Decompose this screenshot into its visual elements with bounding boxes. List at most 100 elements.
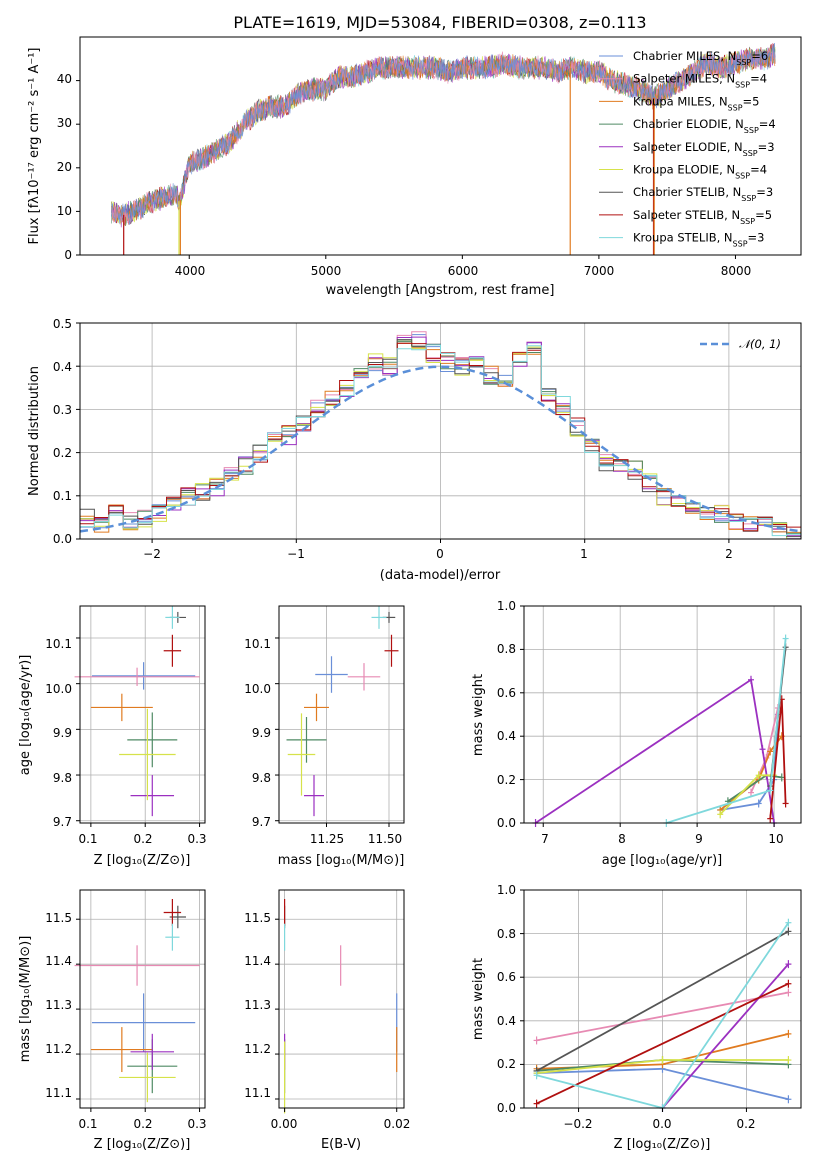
spectrum-x-tick: 8000 bbox=[721, 264, 752, 278]
spectrum-x-tick: 4000 bbox=[175, 264, 206, 278]
mw-age-y-tick: 0.4 bbox=[497, 729, 516, 743]
age-z-y-tick: 10.1 bbox=[45, 637, 72, 651]
histogram-x-tick: −1 bbox=[287, 547, 305, 561]
age-mass-y-tick: 10.0 bbox=[244, 682, 271, 696]
mass-z-y-tick: 11.4 bbox=[45, 954, 72, 968]
mw-z-y-tick: 0.2 bbox=[497, 1057, 516, 1071]
mass-ebv-x-tick: 0.00 bbox=[271, 1117, 298, 1131]
mass-ebv-y-tick: 11.5 bbox=[244, 911, 271, 925]
mw-z-y-tick: 0.6 bbox=[497, 970, 516, 984]
age-z-x-tick: 0.1 bbox=[78, 832, 97, 846]
mass-weight-z-frame bbox=[523, 889, 802, 1109]
spectrum-y-tick: 30 bbox=[57, 116, 72, 130]
histogram-y-tick: 0.2 bbox=[53, 446, 72, 460]
mass-z-y-tick: 11.1 bbox=[45, 1086, 72, 1100]
mass-z-y-tick: 11.5 bbox=[45, 911, 72, 925]
mass-z-plot-area bbox=[74, 890, 205, 1112]
legend-label: Kroupa ELODIE, NSSP=4 bbox=[633, 163, 767, 181]
age-z-y-tick: 9.7 bbox=[53, 815, 72, 829]
spectrum-y-tick: 0 bbox=[64, 248, 72, 262]
age-z-y-tick: 9.9 bbox=[53, 726, 72, 740]
mass-ebv-y-tick: 11.1 bbox=[244, 1086, 271, 1100]
histogram-x-tick: 2 bbox=[725, 547, 733, 561]
mass-ebv-panel: 0.00 0.02 11.1 11.2 11.3 11.4 11.5 E(B-V… bbox=[244, 889, 410, 1152]
mass-ebv-y-tick: 11.2 bbox=[244, 1042, 271, 1056]
histogram-frame bbox=[79, 322, 802, 540]
spectrum-x-label: wavelength [Angstrom, rest frame] bbox=[326, 283, 555, 298]
histogram-x-tick: −2 bbox=[143, 547, 161, 561]
mw-z-x-tick: 0.0 bbox=[652, 1117, 671, 1131]
mass-z-frame bbox=[79, 889, 206, 1109]
mw-z-y-tick: 1.0 bbox=[497, 883, 516, 897]
legend-label: Chabrier ELODIE, NSSP=4 bbox=[633, 117, 776, 135]
histogram-panel: −2 −1 0 1 2 0.0 0.1 0.2 0.3 0.4 0.5 (dat… bbox=[27, 317, 802, 583]
mass-z-x-tick: 0.2 bbox=[133, 1117, 152, 1131]
mass-ebv-y-tick: 11.4 bbox=[244, 954, 271, 968]
legend-label: Salpeter ELODIE, NSSP=3 bbox=[633, 140, 775, 158]
age-mass-y-tick: 9.7 bbox=[252, 815, 271, 829]
mw-z-y-label: mass weight bbox=[471, 958, 486, 1040]
mw-z-y-tick: 0.4 bbox=[497, 1014, 516, 1028]
age-z-frame bbox=[79, 605, 206, 824]
mw-age-x-label: age [log₁₀(age/yr)] bbox=[602, 853, 723, 868]
mw-age-y-tick: 0.0 bbox=[497, 816, 516, 830]
age-z-panel: 0.1 0.2 0.3 9.7 9.8 9.9 10.0 10.1 Z [log… bbox=[18, 605, 207, 868]
histogram-x-tick: 0 bbox=[436, 547, 444, 561]
mass-weight-series-line bbox=[666, 638, 787, 824]
histogram-y-label: Normed distribution bbox=[27, 366, 42, 496]
histogram-y-ticks: 0.0 0.1 0.2 0.3 0.4 0.5 bbox=[53, 317, 72, 546]
mass-weight-series-line bbox=[661, 963, 790, 1109]
age-mass-y-tick: 10.1 bbox=[244, 637, 271, 651]
mass-weight-age-panel: 7 8 9 10 0.0 0.2 0.4 0.6 0.8 1.0 age [lo… bbox=[471, 599, 802, 868]
age-mass-plot-area bbox=[275, 606, 404, 827]
mass-z-y-tick: 11.2 bbox=[45, 1042, 72, 1056]
spectrum-series-line bbox=[111, 42, 776, 225]
mass-weight-series-line bbox=[536, 982, 789, 1105]
histogram-series-step bbox=[80, 339, 801, 540]
age-z-y-tick: 10.0 bbox=[45, 682, 72, 696]
histogram-series-step bbox=[80, 342, 801, 532]
histogram-y-tick: 0.0 bbox=[53, 532, 72, 546]
mw-z-x-label: Z [log₁₀(Z/Z⊙)] bbox=[614, 1137, 711, 1152]
spectrum-x-tick: 7000 bbox=[584, 264, 615, 278]
mass-ebv-frame bbox=[278, 889, 405, 1109]
age-mass-x-label: mass [log₁₀(M/M⊙)] bbox=[278, 853, 405, 868]
histogram-x-label: (data-model)/error bbox=[380, 568, 501, 583]
histogram-x-tick: 1 bbox=[580, 547, 588, 561]
spectrum-y-tick: 10 bbox=[57, 204, 72, 218]
normal-curve bbox=[79, 365, 802, 533]
spectrum-y-label: Flux [fλ10⁻¹⁷ erg cm⁻² s⁻¹ A⁻¹] bbox=[27, 48, 42, 245]
mw-age-y-label: mass weight bbox=[471, 674, 486, 756]
mass-z-y-tick: 11.3 bbox=[45, 998, 72, 1012]
spectrum-legend: Chabrier MILES, NSSP=6 Salpeter MILES, NS… bbox=[599, 49, 776, 248]
mass-z-x-label: Z [log₁₀(Z/Z⊙)] bbox=[94, 1137, 191, 1152]
spectrum-panel: 4000 5000 6000 7000 8000 0 10 20 30 40 w… bbox=[27, 36, 802, 298]
age-mass-x-tick: 11.25 bbox=[310, 832, 344, 846]
mw-age-x-tick: 8 bbox=[618, 832, 626, 846]
age-z-y-tick: 9.8 bbox=[53, 771, 72, 785]
mw-z-x-tick: −0.2 bbox=[563, 1117, 592, 1131]
mass-z-panel: 0.1 0.2 0.3 11.1 11.2 11.3 11.4 11.5 Z [… bbox=[18, 889, 207, 1152]
histogram-y-tick: 0.4 bbox=[53, 360, 72, 374]
mw-age-y-tick: 1.0 bbox=[497, 599, 516, 613]
mass-weight-age-frame bbox=[523, 605, 802, 824]
mass-z-x-tick: 0.3 bbox=[187, 1117, 206, 1131]
histogram-y-tick: 0.1 bbox=[53, 489, 72, 503]
mw-age-x-tick: 9 bbox=[695, 832, 703, 846]
spectrum-x-ticks: 4000 5000 6000 7000 8000 bbox=[175, 264, 752, 278]
legend-label: Salpeter STELIB, NSSP=5 bbox=[633, 208, 772, 226]
age-z-y-label: age [log₁₀(age/yr)] bbox=[18, 655, 33, 776]
spectrum-x-tick: 5000 bbox=[311, 264, 342, 278]
mw-age-y-tick: 0.6 bbox=[497, 686, 516, 700]
age-z-plot-area bbox=[74, 606, 205, 827]
histogram-plot-area bbox=[76, 322, 802, 543]
mass-ebv-y-tick: 11.3 bbox=[244, 998, 271, 1012]
mass-weight-z-plot-area bbox=[520, 889, 801, 1112]
age-z-x-tick: 0.2 bbox=[133, 832, 152, 846]
age-mass-frame bbox=[278, 605, 405, 824]
histogram-y-tick: 0.5 bbox=[53, 317, 72, 331]
mw-age-y-tick: 0.8 bbox=[497, 642, 516, 656]
mass-weight-age-plot-area bbox=[520, 605, 801, 827]
mw-z-y-tick: 0.0 bbox=[497, 1101, 516, 1115]
